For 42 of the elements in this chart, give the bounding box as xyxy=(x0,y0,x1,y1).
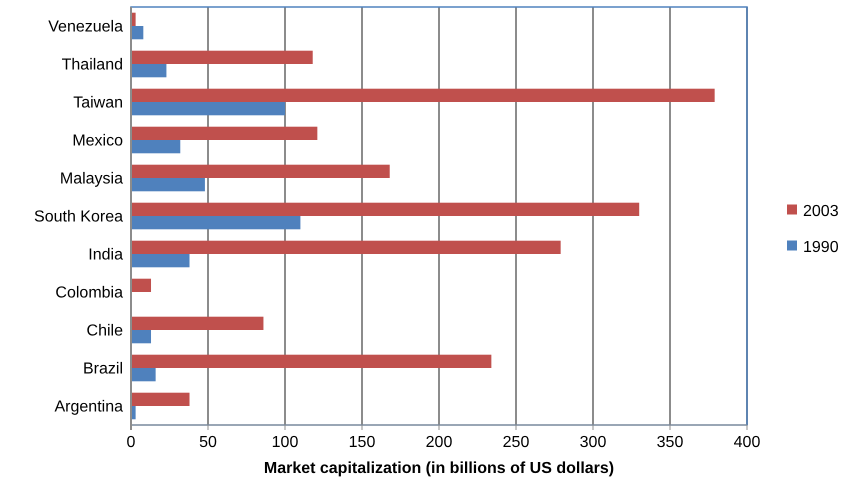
bar xyxy=(131,254,190,268)
bar xyxy=(131,102,285,116)
x-tick-label: 350 xyxy=(656,434,684,451)
x-tick-label: 50 xyxy=(199,434,217,451)
bar xyxy=(131,354,492,368)
y-tick-label: Chile xyxy=(86,322,124,340)
bar xyxy=(131,50,313,64)
bar xyxy=(131,392,190,406)
bar xyxy=(131,26,144,40)
bar xyxy=(131,202,640,216)
y-tick-label: Thailand xyxy=(62,56,123,74)
bar xyxy=(131,140,180,154)
bar xyxy=(131,88,715,102)
bar xyxy=(131,330,152,344)
legend-label: 1990 xyxy=(803,239,839,256)
bar xyxy=(131,368,156,382)
x-tick-label: 100 xyxy=(272,434,298,451)
y-tick-label: Venezuela xyxy=(48,18,124,36)
y-tick-label: Colombia xyxy=(55,284,124,302)
y-tick-label: Malaysia xyxy=(60,170,124,188)
x-tick-label: 250 xyxy=(502,434,530,451)
x-tick-label: 150 xyxy=(348,434,376,451)
x-axis-title: Market capitalization (in billions of US dollars) xyxy=(264,460,614,477)
legend-label: 2003 xyxy=(803,203,839,220)
bar xyxy=(131,240,561,254)
bar xyxy=(131,178,205,192)
y-tick-label: Brazil xyxy=(82,360,123,378)
y-tick-label: India xyxy=(88,246,124,264)
y-tick-label: South Korea xyxy=(34,208,124,226)
y-tick-label: Mexico xyxy=(72,132,124,150)
bar xyxy=(131,126,318,140)
x-tick-label: 300 xyxy=(580,434,606,451)
bar xyxy=(131,164,390,178)
bar xyxy=(131,64,166,78)
y-tick-label: Argentina xyxy=(54,398,124,416)
y-tick-label: Taiwan xyxy=(73,94,123,112)
bar xyxy=(131,278,152,292)
bar xyxy=(131,216,300,230)
bar xyxy=(131,316,264,330)
x-tick-label: 0 xyxy=(126,434,136,451)
x-tick-label: 400 xyxy=(734,434,760,451)
x-tick-label: 200 xyxy=(426,434,452,451)
